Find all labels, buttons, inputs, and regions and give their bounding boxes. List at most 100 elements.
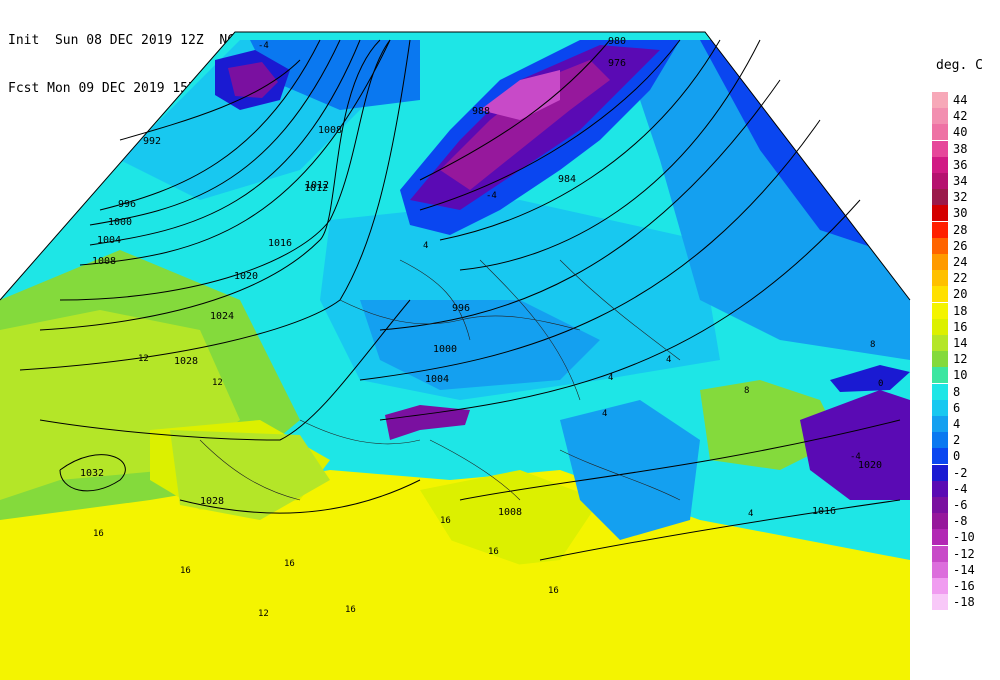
isobar-label: 1008: [92, 256, 116, 267]
legend-label: 8: [953, 384, 961, 399]
legend-label: -12: [953, 546, 975, 561]
legend-label: 4: [953, 417, 961, 431]
temp-label: 12: [258, 609, 269, 619]
legend-label: 34: [953, 174, 968, 188]
legend-swatch: [932, 108, 948, 125]
legend-label: 44: [953, 93, 968, 107]
legend-label: 26: [953, 238, 968, 253]
temp-label: 16: [93, 529, 104, 539]
legend-label: 2: [953, 433, 961, 448]
isobar-label: 976: [608, 58, 626, 69]
temp-label: -4: [486, 191, 497, 201]
legend-label: -16: [953, 579, 975, 593]
legend-swatch: [932, 124, 948, 141]
temp-label: -4: [258, 41, 269, 51]
isobar-label: 996: [118, 199, 136, 210]
legend-swatch: [932, 416, 948, 432]
legend-swatch: [932, 254, 948, 270]
legend-label: -6: [953, 498, 968, 512]
isobar-label: 1004: [425, 374, 449, 385]
legend-label: 10: [953, 368, 968, 383]
temp-label: 16: [180, 566, 191, 576]
legend-label: 22: [953, 271, 968, 286]
temp-label: 16: [284, 559, 295, 569]
legend-label: -18: [953, 595, 975, 610]
legend-label: 30: [953, 206, 968, 221]
isobar-label: 1008: [318, 125, 342, 136]
isobar-label: 1000: [108, 217, 132, 228]
isobar-label: 980: [608, 36, 626, 47]
isobar-label: 1016: [812, 506, 836, 517]
isobar-label: 1008: [498, 507, 522, 518]
legend-label: 28: [953, 222, 968, 237]
legend-swatch: [932, 335, 948, 351]
isobar-label: 1012: [305, 180, 329, 191]
temp-label: 16: [548, 586, 559, 596]
legend-label: 20: [953, 287, 968, 302]
temp-label: 4: [748, 509, 753, 519]
isobar-label: 992: [143, 136, 161, 147]
temp-label: -4: [850, 452, 861, 462]
legend-swatch: [932, 448, 948, 465]
legend-label: -8: [953, 514, 968, 529]
temp-label: 0: [878, 379, 883, 389]
legend-label: 12: [953, 352, 968, 367]
temp-label: 4: [666, 355, 671, 365]
legend-swatch: [932, 286, 948, 303]
legend-label: 36: [953, 157, 968, 172]
isobar-label: 1000: [433, 344, 457, 355]
legend-swatch: [932, 173, 948, 189]
temperature-labels: 12 12 16 16 16 12 16 16 16 16 4 4 8 4 -4…: [93, 41, 883, 619]
legend-swatch: [932, 545, 948, 562]
isobar-label: 1020: [858, 460, 882, 471]
temp-label: 8: [744, 386, 749, 396]
legend-swatch: [932, 302, 948, 319]
legend-title: deg. C: [936, 58, 983, 73]
temp-label: 4: [608, 373, 613, 383]
legend-label: 42: [953, 109, 968, 124]
legend-swatch: [932, 578, 948, 594]
isobar-label: 988: [472, 106, 490, 117]
isobar-label: 1016: [268, 238, 292, 249]
legend-swatch: [932, 513, 948, 530]
legend-swatch: [932, 92, 948, 108]
legend-label: -2: [953, 465, 968, 480]
legend-label: 38: [953, 141, 968, 156]
legend-swatch: [932, 432, 948, 449]
temp-label: 16: [345, 605, 356, 615]
legend-swatch: [932, 497, 948, 513]
isobar-label: 1012: [304, 183, 328, 194]
isobar-labels: 992 996 1000 1004 1008 1012 1016 1020 10…: [80, 36, 882, 518]
legend-label: 40: [953, 125, 968, 140]
isobar-label: 984: [558, 174, 576, 185]
legend-label: 18: [953, 303, 968, 318]
temp-label: 12: [212, 378, 223, 388]
legend-swatch: [932, 189, 948, 206]
legend-swatch: [932, 399, 948, 416]
legend-swatch: [932, 594, 948, 611]
temp-label: 8: [870, 340, 875, 350]
isobar-label: 1020: [234, 271, 258, 282]
country-borders: [199, 259, 681, 501]
temperature-field: [0, 32, 910, 680]
isobar-label: 1028: [174, 356, 198, 367]
legend-swatch: [932, 156, 948, 173]
legend-label: -10: [953, 530, 975, 545]
legend-label: 0: [953, 449, 961, 464]
legend-swatch: [932, 367, 948, 384]
legend-swatch: [932, 529, 948, 546]
isobar-label: 996: [452, 303, 470, 314]
temp-label: 12: [138, 354, 149, 364]
temp-label: 16: [488, 547, 499, 557]
legend-swatch: [932, 383, 948, 400]
legend-label: 16: [953, 319, 968, 334]
temp-label: 4: [602, 409, 607, 419]
isobar-label: 1028: [200, 496, 224, 507]
isobar-label: 1004: [97, 235, 121, 246]
temp-label: 4: [423, 241, 428, 251]
legend-label: 24: [953, 255, 968, 269]
legend-swatch: [932, 318, 948, 335]
legend-swatch: [932, 480, 948, 497]
legend-swatch: [932, 205, 948, 222]
